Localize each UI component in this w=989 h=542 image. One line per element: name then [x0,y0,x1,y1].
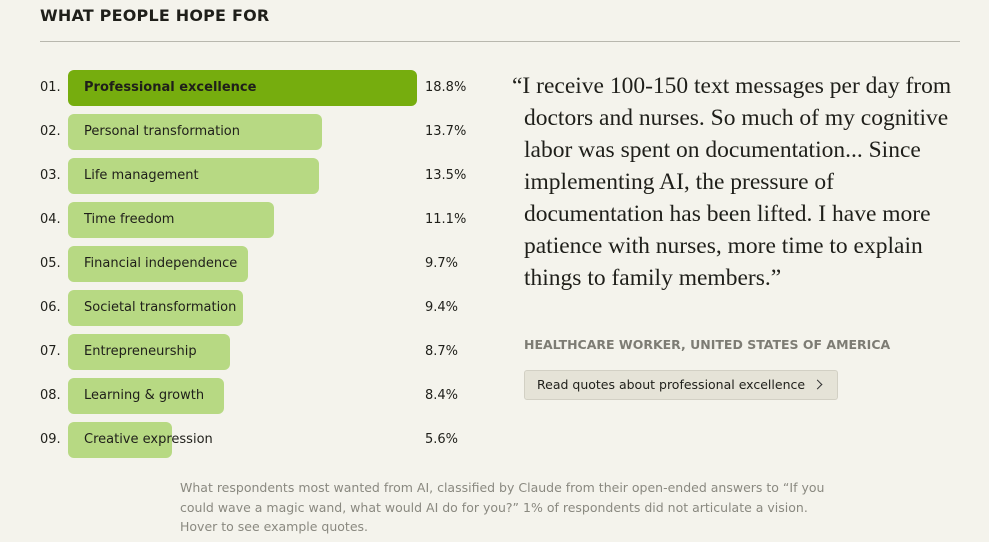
category-label: Learning & growth [84,388,205,403]
value-label: 8.7% [425,344,459,359]
value-label: 18.8% [425,80,467,95]
category-label: Entrepreneurship [84,344,197,359]
bar [68,290,243,326]
bar [68,114,323,150]
category-label: Societal transformation [84,300,237,315]
category-label: Time freedom [84,212,175,227]
value-label: 8.4% [425,388,459,403]
category-label: Creative expression [84,432,213,447]
bar [68,70,417,106]
caption: What respondents most wanted from AI, cl… [180,480,825,534]
category-label: Financial independence [84,256,238,271]
bar [68,334,230,370]
category-label: Professional excellence [84,80,257,95]
rank-label: 02. [40,124,61,139]
rank-label: 09. [40,432,61,447]
value-label: 5.6% [425,432,459,447]
bar [68,422,172,458]
value-label: 9.7% [425,256,459,271]
quote-attribution: HEALTHCARE WORKER, UNITED STATES OF AMER… [524,337,891,352]
rank-label: 04. [40,212,61,227]
bar [68,246,249,282]
quote: “I receive 100-150 text messages per day… [512,73,952,291]
rank-label: 08. [40,388,61,403]
value-label: 13.7% [425,124,467,139]
bar [68,378,224,414]
rank-label: 06. [40,300,61,315]
rank-label: 01. [40,80,61,95]
value-label: 11.1% [425,212,467,227]
bar [68,158,319,194]
chart-title: WHAT PEOPLE HOPE FOR [40,6,270,25]
category-label: Personal transformation [84,124,240,139]
value-label: 9.4% [425,300,459,315]
divider [40,41,960,42]
bar [68,202,275,238]
quote-link-button[interactable]: Read quotes about professional excellenc… [524,370,839,400]
rank-label: 03. [40,168,61,183]
rank-label: 05. [40,256,61,271]
category-label: Life management [84,168,199,183]
rank-label: 07. [40,344,61,359]
value-label: 13.5% [425,168,467,183]
